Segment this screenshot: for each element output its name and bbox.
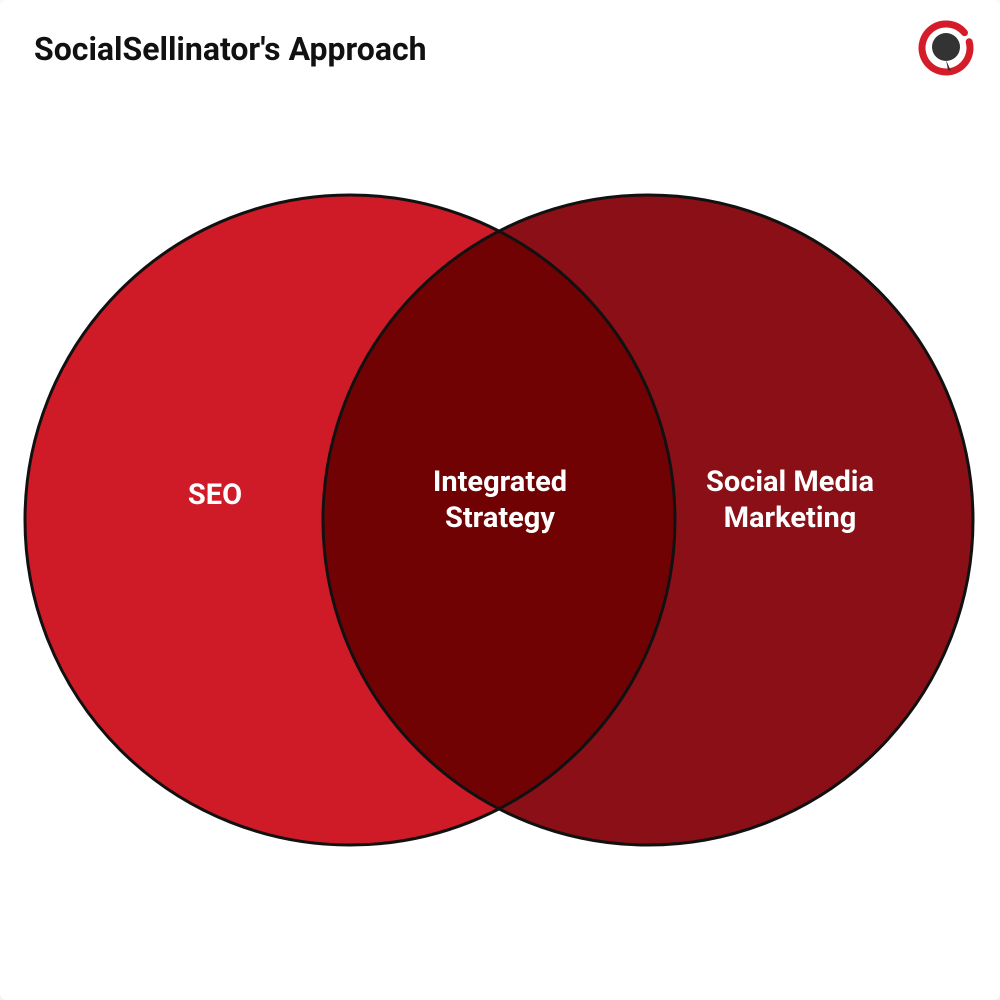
venn-right-circle — [323, 195, 973, 845]
venn-intersection-label: Integrated Strategy — [433, 464, 567, 537]
venn-right-group — [323, 195, 973, 845]
venn-right-label: Social Media Marketing — [706, 464, 874, 537]
diagram-card: SocialSellinator's Approach SEO Integrat… — [0, 0, 1000, 1000]
venn-left-label: SEO — [188, 477, 242, 513]
